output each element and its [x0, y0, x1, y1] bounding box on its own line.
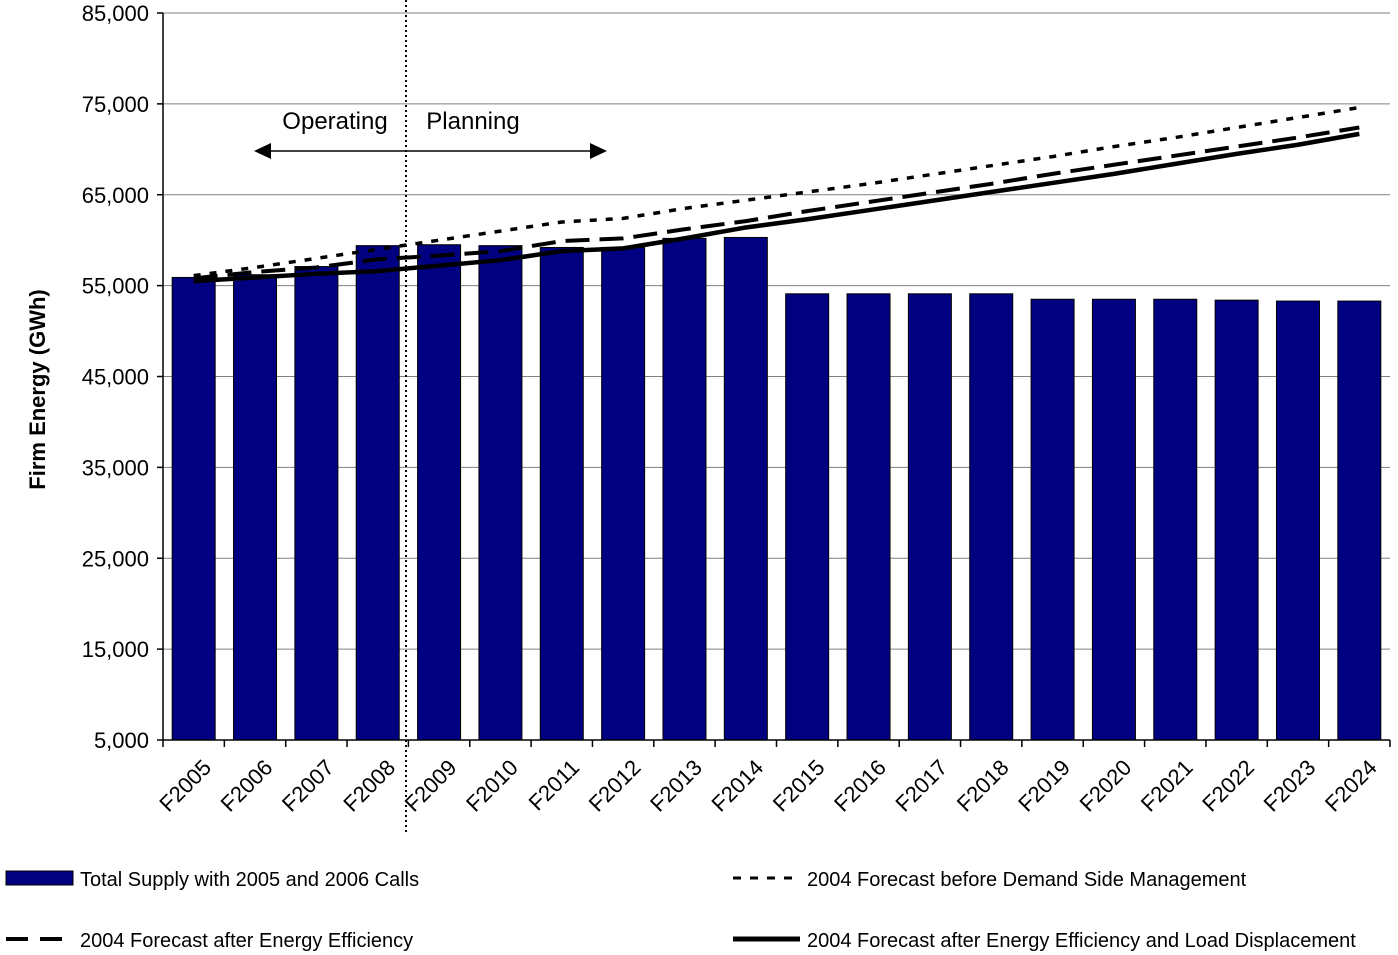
- legend-item-bars: Total Supply with 2005 and 2006 Calls: [5, 869, 419, 891]
- bar: [539, 246, 584, 741]
- bar: [1091, 298, 1136, 741]
- y-tick-label: 15,000: [82, 637, 149, 662]
- y-axis-title: Firm Energy (GWh): [25, 289, 50, 489]
- y-tick-label: 45,000: [82, 365, 149, 390]
- legend-swatch-bars: [5, 870, 74, 886]
- bar: [723, 236, 768, 741]
- y-tick-label: 85,000: [82, 1, 149, 26]
- annotations: Operating Planning: [254, 0, 607, 835]
- y-tick-label: 35,000: [82, 455, 149, 480]
- x-tick-label: F2017: [891, 755, 953, 817]
- x-tick-label: F2012: [584, 755, 646, 817]
- x-tick-label: F2009: [400, 755, 462, 817]
- x-tick-label: F2005: [154, 755, 216, 817]
- bar: [233, 274, 278, 741]
- legend-label-dashed: 2004 Forecast after Energy Efficiency: [80, 930, 413, 952]
- y-tick-label: 75,000: [82, 92, 149, 117]
- x-tick-label: F2008: [338, 755, 400, 817]
- legend: Total Supply with 2005 and 2006 Calls 20…: [5, 869, 1356, 952]
- x-tick-label: F2014: [706, 755, 768, 817]
- x-tick-label: F2011: [524, 755, 585, 816]
- bar: [785, 293, 830, 741]
- x-tick-label: F2019: [1013, 755, 1075, 817]
- legend-item-solid: 2004 Forecast after Energy Efficiency an…: [733, 930, 1356, 952]
- x-tick-label: F2018: [952, 755, 1014, 817]
- series-line-solid: [193, 131, 1360, 284]
- operating-label: Operating: [282, 108, 387, 135]
- x-tick-label: F2006: [216, 755, 278, 817]
- x-tick-label: F2015: [768, 755, 830, 817]
- planning-label: Planning: [426, 108, 519, 135]
- legend-item-dotted: 2004 Forecast before Demand Side Managem…: [733, 869, 1247, 891]
- y-tick-label: 55,000: [82, 274, 149, 299]
- bar: [1030, 298, 1075, 741]
- x-tick-label: F2013: [645, 755, 707, 817]
- y-tick-label: 65,000: [82, 183, 149, 208]
- bar: [478, 245, 523, 741]
- x-tick-label: F2020: [1075, 755, 1137, 817]
- legend-item-dashed: 2004 Forecast after Energy Efficiency: [6, 930, 413, 952]
- x-tick-label: F2007: [277, 755, 339, 817]
- forecast-lines: [193, 105, 1360, 284]
- bar: [1214, 299, 1259, 741]
- legend-label-solid: 2004 Forecast after Energy Efficiency an…: [807, 930, 1356, 952]
- bar: [846, 293, 891, 741]
- y-tick-label: 5,000: [94, 728, 149, 753]
- legend-label-dotted: 2004 Forecast before Demand Side Managem…: [807, 869, 1247, 891]
- arrow-head-left: [254, 143, 271, 159]
- bar: [294, 266, 339, 741]
- x-tick-label: F2023: [1259, 755, 1321, 817]
- bar: [969, 293, 1014, 741]
- bars: [171, 236, 1382, 741]
- bar: [601, 246, 646, 741]
- bar: [662, 237, 707, 741]
- bar: [417, 244, 462, 741]
- x-tick-label: F2022: [1197, 755, 1259, 817]
- legend-label-bars: Total Supply with 2005 and 2006 Calls: [80, 869, 419, 891]
- bar: [1153, 298, 1198, 741]
- bar: [1275, 300, 1320, 741]
- arrow-head-right: [590, 143, 607, 159]
- bar: [171, 276, 216, 741]
- bar: [907, 293, 952, 741]
- bar: [1337, 300, 1382, 741]
- x-tick-label: F2024: [1320, 755, 1382, 817]
- series-line-dotted: [193, 105, 1360, 278]
- x-tick-label: F2016: [829, 755, 891, 817]
- x-tick-label: F2010: [461, 755, 523, 817]
- bar: [355, 245, 400, 741]
- series-line-dashed: [193, 125, 1360, 281]
- y-tick-label: 25,000: [82, 546, 149, 571]
- x-tick-label: F2021: [1136, 755, 1198, 817]
